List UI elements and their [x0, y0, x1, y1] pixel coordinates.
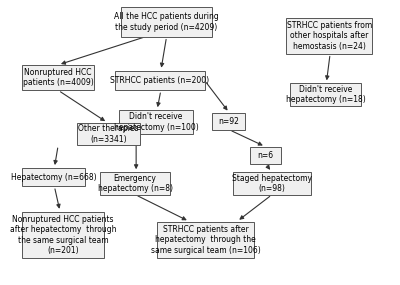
Text: Other therapies
(n=3341): Other therapies (n=3341) — [78, 124, 139, 144]
FancyBboxPatch shape — [233, 172, 311, 195]
FancyBboxPatch shape — [22, 65, 94, 90]
FancyBboxPatch shape — [115, 70, 205, 90]
Text: Nonruptured HCC patients
after hepatectomy  through
the same surgical team
(n=20: Nonruptured HCC patients after hepatecto… — [10, 215, 116, 255]
FancyBboxPatch shape — [119, 110, 193, 134]
FancyBboxPatch shape — [22, 212, 104, 258]
FancyBboxPatch shape — [286, 18, 372, 54]
Text: STRHCC patients (n=200): STRHCC patients (n=200) — [110, 76, 210, 85]
FancyBboxPatch shape — [100, 172, 170, 195]
Text: STRHCC patients after
hepatectomy  through the
same surgical team (n=106): STRHCC patients after hepatectomy throug… — [151, 225, 260, 255]
Text: STRHCC patients from
other hospitals after
hemostasis (n=24): STRHCC patients from other hospitals aft… — [286, 21, 372, 51]
FancyBboxPatch shape — [290, 83, 360, 106]
Text: All the HCC patients during
the study period (n=4209): All the HCC patients during the study pe… — [114, 12, 219, 32]
FancyBboxPatch shape — [250, 147, 281, 164]
FancyBboxPatch shape — [22, 168, 85, 186]
FancyBboxPatch shape — [157, 221, 254, 258]
FancyBboxPatch shape — [121, 7, 212, 37]
Text: Didn't receive
hepatectomy (n=100): Didn't receive hepatectomy (n=100) — [114, 112, 198, 132]
Text: n=6: n=6 — [258, 151, 274, 160]
Text: Staged hepatectomy
(n=98): Staged hepatectomy (n=98) — [232, 174, 312, 193]
Text: Emergency
hepatectomy (n=8): Emergency hepatectomy (n=8) — [98, 174, 173, 193]
Text: Didn't receive
hepatectomy (n=18): Didn't receive hepatectomy (n=18) — [286, 85, 365, 104]
Text: n=92: n=92 — [218, 117, 239, 126]
FancyBboxPatch shape — [77, 123, 140, 145]
FancyBboxPatch shape — [212, 113, 244, 130]
Text: Hepatectomy (n=668): Hepatectomy (n=668) — [10, 173, 96, 182]
Text: Nonruptured HCC
patients (n=4009): Nonruptured HCC patients (n=4009) — [23, 68, 94, 87]
